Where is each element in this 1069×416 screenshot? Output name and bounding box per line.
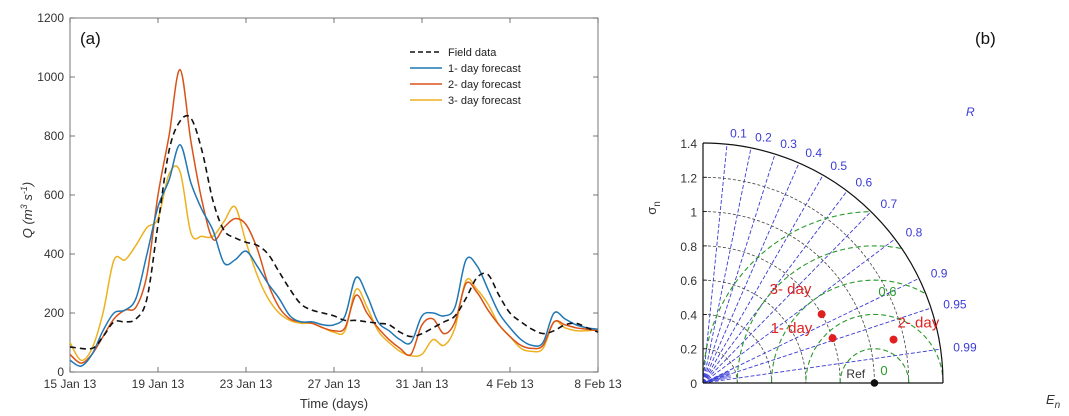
legend-entry: 3- day forecast xyxy=(448,95,521,107)
legend-entry: 1- day forecast xyxy=(448,63,521,75)
panel-a-chart: 0 200 400 600 800 1000 1200 15 Jan 13 19 Jan 13… xyxy=(19,11,622,411)
correlation-ray xyxy=(702,153,776,384)
ref-label: Ref xyxy=(846,367,865,381)
y-tick-label: 1000 xyxy=(37,70,64,84)
rms-label: 0 xyxy=(880,363,887,378)
std-arc xyxy=(702,176,910,384)
rms-arc xyxy=(702,211,869,383)
panel-a-x-axis-label: Time (days) xyxy=(300,396,368,411)
correlation-ray xyxy=(702,162,800,384)
panel-b-axes: 0 0.2 0.4 0.6 0.8 1 1.2 1.4 Ref xyxy=(680,137,944,391)
series-line-2 xyxy=(69,68,599,364)
x-tick-label: 4 Feb 13 xyxy=(486,377,534,391)
y-tick-label: 0.6 xyxy=(680,274,697,288)
y-tick-label: 1200 xyxy=(37,11,64,25)
y-tick-label: 0 xyxy=(57,365,64,379)
rms-arc xyxy=(736,245,901,383)
x-tick-label: 15 Jan 13 xyxy=(44,377,97,391)
correlation-label: 0.2 xyxy=(755,130,772,144)
correlation-label: 0.5 xyxy=(830,159,847,173)
correlation-label: 0.95 xyxy=(943,298,967,312)
model-point xyxy=(889,335,898,344)
correlation-label: 0.4 xyxy=(805,146,822,160)
std-arc xyxy=(702,211,875,384)
panel-a-legend: Field data 1- day forecast 2- day forecast… xyxy=(410,47,521,107)
model-point xyxy=(817,310,826,319)
y-tick-label: 0 xyxy=(690,377,697,391)
y-tick-label: 200 xyxy=(44,306,64,320)
y-tick-label: 0.4 xyxy=(680,308,697,322)
x-tick-label: 27 Jan 13 xyxy=(308,377,361,391)
y-tick-label: 400 xyxy=(44,247,64,261)
correlation-minor-ray xyxy=(702,377,732,384)
panel-b-grid: 0.1 0.2 0.3 0.4 0.5 0.6 0.7 0.8 0.9 0.95 0.99 0 0.6 xyxy=(702,126,977,384)
y-tick-label: 1.2 xyxy=(680,171,697,185)
correlation-ray xyxy=(702,238,896,384)
rms-arc xyxy=(839,348,910,383)
panel-b-y-axis-label: σn xyxy=(644,201,663,215)
x-tick-label: 19 Jan 13 xyxy=(132,377,185,391)
legend-entry: 2- day forecast xyxy=(448,79,521,91)
rms-label: 0.6 xyxy=(878,284,896,299)
ref-point xyxy=(870,379,879,387)
series-line-1 xyxy=(69,144,599,367)
panel-b-correlation-title: R xyxy=(966,105,975,119)
y-tick-label: 0.8 xyxy=(680,240,697,254)
outer-arc xyxy=(702,142,944,384)
model-point-label: 1- day xyxy=(771,320,813,337)
correlation-label: 0.8 xyxy=(906,226,923,240)
correlation-ray xyxy=(702,307,932,384)
std-arc xyxy=(702,245,841,384)
correlation-ray xyxy=(702,277,920,384)
panel-a-label: (a) xyxy=(80,29,101,48)
series-line-0 xyxy=(69,114,599,350)
correlation-label: 0.1 xyxy=(730,126,747,140)
y-tick-label: 800 xyxy=(44,129,64,143)
correlation-ray xyxy=(702,348,941,384)
correlation-label: 0.9 xyxy=(931,267,948,281)
correlation-label: 0.7 xyxy=(881,197,898,211)
panel-b-points: 1- day 2- day 3- day xyxy=(770,281,940,344)
y-tick-label: 600 xyxy=(44,188,64,202)
rms-arc xyxy=(805,313,944,383)
rms-arc xyxy=(771,279,925,383)
correlation-label: 0.3 xyxy=(780,137,797,151)
model-point-label: 2- day xyxy=(898,315,940,332)
std-arc xyxy=(702,279,807,384)
correlation-ray xyxy=(702,174,824,384)
y-tick-label: 1.4 xyxy=(680,137,697,151)
model-point xyxy=(828,334,837,343)
correlation-label: 0.6 xyxy=(855,175,872,189)
correlation-ray xyxy=(702,190,848,384)
panel-a-series-lines xyxy=(69,68,599,367)
correlation-ray xyxy=(702,144,728,384)
y-tick-label: 1 xyxy=(690,206,697,220)
correlation-ray xyxy=(702,211,872,384)
panel-b-taylor-diagram: 0.1 0.2 0.30.40.50.60.70.80.90.950.9900.6 … xyxy=(644,29,1061,411)
correlation-minor-ray xyxy=(702,372,731,384)
panel-b-label: (b) xyxy=(975,29,996,48)
correlation-ray xyxy=(702,147,752,384)
panel-a-y-ticks: 0 200 400 600 800 1000 1200 xyxy=(37,11,598,379)
y-tick-label: 0.2 xyxy=(680,343,697,357)
model-point-label: 3- day xyxy=(770,281,812,298)
std-arc xyxy=(702,348,738,384)
panel-a-x-ticks: 15 Jan 13 19 Jan 13 23 Jan 13 27 Jan 13 31 J… xyxy=(44,18,622,391)
panel-b-x-axis-label: En xyxy=(1046,392,1061,411)
x-tick-label: 8 Feb 13 xyxy=(574,377,622,391)
panel-a-y-axis-label: Q (m3 s-1) xyxy=(19,182,35,238)
legend-entry: Field data xyxy=(448,47,497,59)
x-tick-label: 23 Jan 13 xyxy=(220,377,273,391)
correlation-label: 0.99 xyxy=(953,341,977,355)
x-tick-label: 31 Jan 13 xyxy=(396,377,449,391)
